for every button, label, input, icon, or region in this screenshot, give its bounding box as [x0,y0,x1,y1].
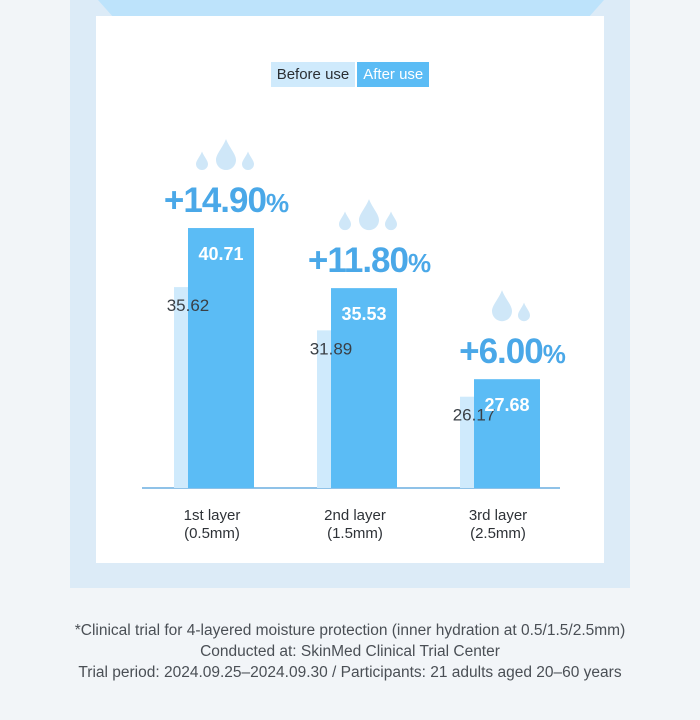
value-label-after-1: 40.71 [198,244,243,264]
increase-label-1: +14.90% [164,181,289,220]
legend-after-use: After use [357,62,430,87]
water-drop-icon [339,211,351,231]
value-label-after-3: 27.68 [484,395,529,415]
bar-after-3 [474,379,540,488]
value-label-before-1: 35.62 [167,296,210,315]
increase-label-2: +11.80% [308,241,431,280]
bar-after-1 [188,228,254,488]
legend: Before use After use [0,62,700,87]
water-drop-icon [385,211,397,231]
value-label-after-2: 35.53 [341,304,386,324]
water-drop-icon [242,151,254,171]
footnote-center: Conducted at: SkinMed Clinical Trial Cen… [200,643,500,660]
water-drop-icon [492,290,512,322]
water-drop-icon [196,151,208,171]
increase-label-3: +6.00% [459,332,566,371]
category-label-2: 2nd layer (1.5mm) [324,507,386,542]
value-label-before-3: 26.17 [453,406,496,425]
footnotes: *Clinical trial for 4-layered moisture p… [0,620,700,683]
value-label-before-2: 31.89 [310,339,353,358]
water-drop-icon [359,199,379,231]
bar-chart: 35.62 40.71 +14.90% 1st layer (0.5mm) 31.89 35… [142,139,567,542]
water-drop-icon [216,139,236,171]
bar-after-2 [331,288,397,488]
category-label-1: 1st layer (0.5mm) [184,507,241,542]
footnote-trial: *Clinical trial for 4-layered moisture p… [74,622,626,639]
footnote-period: Trial period: 2024.09.25–2024.09.30 / Pa… [78,664,622,681]
legend-before-use: Before use [270,62,356,87]
top-banner [98,0,604,18]
category-label-3: 3rd layer (2.5mm) [469,507,527,542]
water-drop-icon [518,302,530,322]
